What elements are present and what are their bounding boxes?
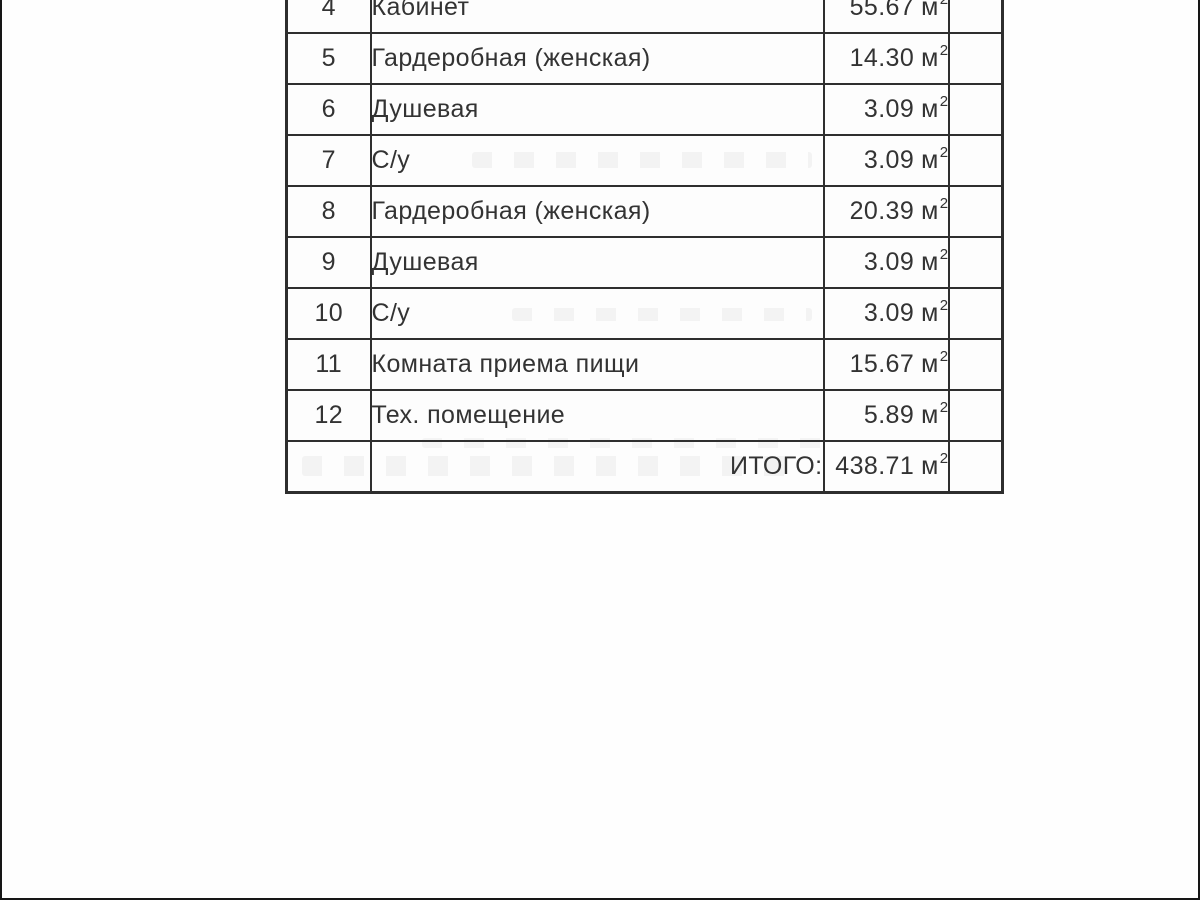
room-area: 3.09 м2 [822, 287, 950, 340]
row-number: 6 [285, 83, 372, 136]
area-value: 3.09 [863, 146, 915, 174]
empty-number-cell [285, 440, 372, 494]
empty-note-cell [947, 32, 1004, 85]
room-area: 3.09 м2 [822, 83, 950, 136]
room-name: С/у [369, 134, 825, 187]
room-name: Комната приема пищи [369, 338, 825, 391]
area-unit: м2 [921, 92, 949, 123]
area-value: 3.09 [863, 299, 915, 327]
empty-note-cell [947, 0, 1004, 34]
area-value: 55.67 [849, 0, 915, 21]
area-unit: м2 [921, 194, 949, 225]
row-number: 4 [285, 0, 372, 34]
room-name: Гардеробная (женская) [369, 185, 825, 238]
row-number: 12 [285, 389, 372, 442]
total-area: 438.71 м2 [822, 440, 950, 494]
area-unit: м2 [921, 398, 949, 429]
empty-note-cell [947, 440, 1004, 494]
empty-note-cell [947, 83, 1004, 136]
room-area: 5.89 м2 [822, 389, 950, 442]
room-name: Гардеробная (женская) [369, 32, 825, 85]
total-row: ИТОГО: 438.71 м2 [285, 440, 1004, 494]
room-area: 15.67 м2 [822, 338, 950, 391]
area-unit: м2 [921, 41, 949, 72]
table-row: 9 Душевая 3.09 м2 [285, 236, 1004, 289]
row-number: 10 [285, 287, 372, 340]
area-value: 438.71 [835, 452, 915, 480]
row-number: 8 [285, 185, 372, 238]
table-row: 7 С/у 3.09 м2 [285, 134, 1004, 187]
empty-note-cell [947, 287, 1004, 340]
table-row: 5 Гардеробная (женская) 14.30 м2 [285, 32, 1004, 85]
area-value: 3.09 [863, 248, 915, 276]
row-number: 7 [285, 134, 372, 187]
row-number: 11 [285, 338, 372, 391]
room-area: 20.39 м2 [822, 185, 950, 238]
area-value: 20.39 [849, 197, 915, 225]
room-name: Кабинет [369, 0, 825, 34]
table-row: 6 Душевая 3.09 м2 [285, 83, 1004, 136]
room-name: С/у [369, 287, 825, 340]
empty-note-cell [947, 134, 1004, 187]
room-area: 14.30 м2 [822, 32, 950, 85]
area-unit: м2 [921, 143, 949, 174]
area-value: 15.67 [849, 350, 915, 378]
area-unit: м2 [921, 347, 949, 378]
row-number: 9 [285, 236, 372, 289]
area-unit: м2 [921, 0, 946, 21]
empty-note-cell [947, 236, 1004, 289]
area-value: 5.89 [863, 401, 915, 429]
room-area: 3.09 м2 [822, 236, 950, 289]
room-area-table: 4 Кабинет 55.67 м2 5 Гардеробная (женская… [285, 0, 1004, 494]
area-value: 14.30 [849, 44, 915, 72]
table-row: 12 Тех. помещение 5.89 м2 [285, 389, 1004, 442]
table-row: 4 Кабинет 55.67 м2 [285, 0, 1004, 34]
room-name: Душевая [369, 83, 825, 136]
area-unit: м2 [921, 245, 949, 276]
room-area: 3.09 м2 [822, 134, 950, 187]
area-unit: м2 [921, 296, 949, 327]
table-row: 10 С/у 3.09 м2 [285, 287, 1004, 340]
area-unit: м2 [921, 449, 949, 480]
table-row: 8 Гардеробная (женская) 20.39 м2 [285, 185, 1004, 238]
room-name: Душевая [369, 236, 825, 289]
room-name: Тех. помещение [369, 389, 825, 442]
room-area: 55.67 м2 [822, 0, 950, 34]
total-label: ИТОГО: [369, 440, 825, 494]
empty-note-cell [947, 338, 1004, 391]
empty-note-cell [947, 389, 1004, 442]
area-value: 3.09 [863, 95, 915, 123]
table-row: 11 Комната приема пищи 15.67 м2 [285, 338, 1004, 391]
empty-note-cell [947, 185, 1004, 238]
row-number: 5 [285, 32, 372, 85]
